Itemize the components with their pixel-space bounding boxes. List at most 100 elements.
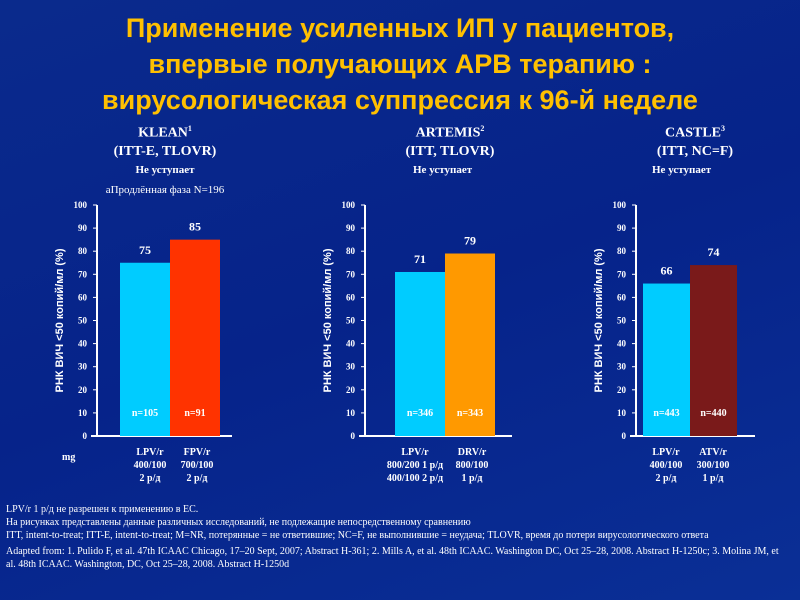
category-label: ATV/r (699, 447, 727, 458)
footnotes: LPV/r 1 р/д не разрешен к применению в Е… (6, 503, 786, 571)
bar-value-label: 74 (708, 245, 720, 259)
verdict: Не уступает (652, 163, 712, 176)
bar (395, 271, 445, 436)
category-label: 800/100 (456, 460, 489, 471)
y-axis-label: РНК ВИЧ <50 копий/мл (%) (322, 248, 334, 392)
y-tick-label: 30 (78, 362, 88, 372)
bar-value-label: 75 (139, 243, 151, 257)
category-label: LPV/r (652, 447, 680, 458)
y-tick-label: 60 (346, 292, 356, 302)
method: (ITT, NC=F) (656, 143, 734, 159)
artemis-header: ARTEMIS2 (ITT, TLOVR) Не уступает (375, 120, 525, 179)
castle-header: CASTLE3 (ITT, NC=F) Не уступает (620, 120, 770, 179)
y-tick-label: 70 (346, 269, 356, 279)
y-tick-label: 10 (346, 408, 356, 418)
y-tick-label: 90 (346, 223, 356, 233)
category-label: 400/100 2 р/д (387, 473, 443, 484)
category-label: LPV/r (136, 447, 164, 458)
ref: 1 (187, 124, 192, 133)
category-label: 1 р/д (703, 473, 724, 484)
y-tick-label: 90 (617, 223, 627, 233)
footnote: Adapted from: 1. Pulido F, et al. 47th I… (6, 546, 779, 570)
bar (445, 253, 495, 436)
study-label: CASTLE (664, 125, 722, 141)
n-label: n=105 (132, 408, 158, 419)
y-tick-label: 10 (78, 408, 88, 418)
y-axis-label: РНК ВИЧ <50 копий/мл (%) (54, 248, 66, 392)
y-tick-label: 30 (346, 362, 356, 372)
bar (170, 239, 220, 436)
y-tick-label: 90 (78, 223, 88, 233)
bar (643, 283, 690, 436)
category-label: DRV/r (458, 447, 487, 458)
category-label: 400/100 (650, 460, 683, 471)
y-tick-label: 80 (346, 246, 356, 256)
category-label: 2 р/д (140, 473, 161, 484)
category-label: 2 р/д (187, 473, 208, 484)
category-label: 400/100 (134, 460, 167, 471)
y-tick-label: 40 (617, 339, 627, 349)
bar (690, 265, 737, 436)
y-tick-label: 100 (342, 200, 356, 210)
category-label: 800/200 1 р/д (387, 460, 443, 471)
klean-header: KLEAN1 (ITT-E, TLOVR) Не уступает аПродл… (85, 120, 245, 199)
n-label: n=346 (407, 408, 433, 419)
title-line: впервые получающих АРВ терапию : (148, 49, 652, 79)
y-tick-label: 70 (78, 269, 88, 279)
y-tick-label: 40 (78, 339, 88, 349)
y-tick-label: 100 (613, 200, 627, 210)
n-label: n=440 (700, 408, 726, 419)
bar-value-label: 85 (189, 220, 201, 234)
footnote: LPV/r 1 р/д не разрешен к применению в Е… (6, 504, 199, 515)
y-axis-label: РНК ВИЧ <50 копий/мл (%) (593, 248, 605, 392)
ref: 2 (480, 124, 485, 133)
study-label: KLEAN (138, 125, 188, 141)
study-label: ARTEMIS (415, 125, 481, 141)
y-tick-label: 60 (78, 292, 88, 302)
y-tick-label: 20 (617, 385, 627, 395)
footnote: ITT, intent-to-treat; ITT-E, intent-to-t… (6, 530, 709, 541)
y-tick-label: 30 (617, 362, 627, 372)
y-tick-label: 50 (617, 316, 627, 326)
y-tick-label: 70 (617, 269, 627, 279)
y-tick-label: 80 (617, 246, 627, 256)
study-name: KLEAN1 (85, 120, 245, 143)
n-label: n=343 (457, 408, 483, 419)
y-tick-label: 0 (622, 431, 627, 441)
method: (ITT, TLOVR) (405, 143, 495, 159)
y-tick-label: 80 (78, 246, 88, 256)
study-name: ARTEMIS2 (375, 120, 525, 143)
study-name: CASTLE3 (620, 120, 770, 143)
y-tick-label: 100 (74, 200, 88, 210)
y-tick-label: 40 (346, 339, 356, 349)
y-tick-label: 0 (351, 431, 356, 441)
y-tick-label: 20 (78, 385, 88, 395)
y-tick-label: 0 (83, 431, 88, 441)
category-label: 300/100 (697, 460, 730, 471)
category-label: 1 р/д (462, 473, 483, 484)
n-label: n=443 (653, 408, 679, 419)
category-label: 700/100 (181, 460, 214, 471)
ref: 3 (721, 124, 726, 133)
category-label: 2 р/д (656, 473, 677, 484)
category-label: LPV/r (401, 447, 429, 458)
note: аПродлённая фаза N=196 (105, 183, 225, 196)
footnote: На рисунках представлены данные различны… (6, 517, 471, 528)
dose-unit-label: mg (62, 452, 76, 463)
slide-title: Применение усиленных ИП у пациентов, впе… (0, 10, 800, 118)
bar-value-label: 66 (661, 264, 673, 278)
title-line: вирусологическая суппрессия к 96-й недел… (102, 85, 698, 115)
title-line: Применение усиленных ИП у пациентов, (125, 13, 675, 43)
bar-value-label: 79 (464, 234, 476, 248)
category-label: FPV/r (184, 447, 211, 458)
n-label: n=91 (184, 408, 205, 419)
verdict: Не уступает (413, 163, 473, 176)
method: (ITT-E, TLOVR) (113, 143, 217, 159)
y-tick-label: 20 (346, 385, 356, 395)
y-tick-label: 10 (617, 408, 627, 418)
bar-value-label: 71 (414, 252, 426, 266)
y-tick-label: 50 (78, 316, 88, 326)
bar (120, 262, 170, 436)
y-tick-label: 60 (617, 292, 627, 302)
